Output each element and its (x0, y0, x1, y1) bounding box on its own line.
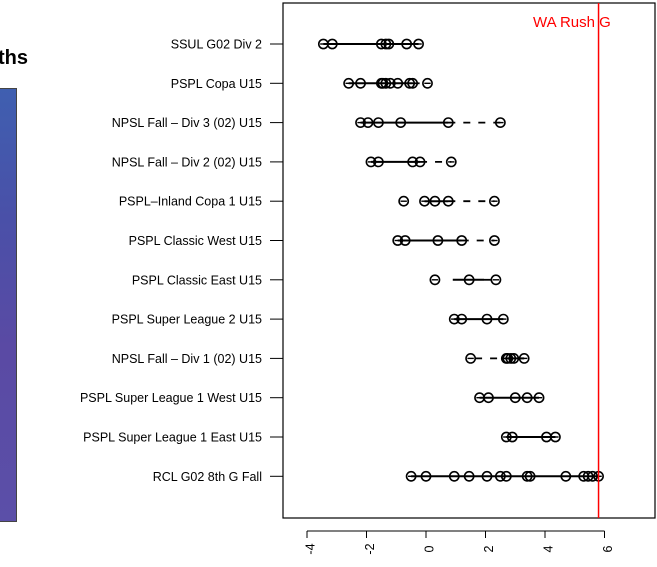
y-tick-label: PSPL Copa U15 (171, 77, 262, 91)
data-point (456, 235, 468, 246)
data-point (445, 156, 457, 168)
y-tick-label: PSPL Classic East U15 (132, 273, 262, 287)
data-point (420, 470, 432, 482)
y-tick-label: PSPL–Inland Copa 1 U15 (119, 195, 262, 209)
data-point (405, 470, 417, 482)
category-row (365, 156, 457, 168)
data-point (326, 38, 338, 50)
plot-frame (282, 2, 656, 519)
y-tick-label: PSPL Super League 1 East U15 (83, 431, 262, 445)
data-point (518, 352, 530, 364)
data-point (372, 117, 384, 128)
data-point (429, 195, 441, 207)
data-point (533, 392, 545, 404)
x-tick-label: 0 (422, 545, 436, 552)
data-point (456, 313, 468, 325)
data-point (497, 313, 509, 325)
category-row (392, 235, 500, 246)
data-point (442, 195, 454, 207)
data-point (550, 431, 561, 443)
data-point (422, 77, 433, 89)
data-point (465, 352, 477, 364)
reference-line-label: WA Rush G (533, 14, 611, 31)
y-tick-label: PSPL Super League 1 West U15 (80, 391, 262, 405)
data-point (398, 195, 410, 207)
data-point (432, 235, 444, 246)
data-point (508, 352, 520, 364)
data-point (392, 77, 404, 89)
data-point (395, 117, 407, 128)
y-tick-label: NPSL Fall – Div 1 (02) U15 (112, 352, 262, 366)
data-point (494, 117, 506, 128)
data-point (383, 38, 395, 50)
category-row (500, 431, 561, 443)
data-point (448, 470, 460, 482)
data-point (524, 470, 536, 482)
data-point (407, 77, 419, 89)
data-point (355, 77, 366, 89)
data-point (463, 470, 475, 482)
category-row (343, 77, 433, 89)
x-tick-label: -4 (303, 543, 317, 554)
data-point (463, 274, 475, 286)
x-tick-label: 6 (601, 545, 615, 552)
y-tick-label: NPSL Fall – Div 2 (02) U15 (112, 155, 262, 169)
data-point (509, 392, 521, 404)
y-axis: SSUL G02 Div 2 PSPL Copa U15 NPSL Fall – D… (80, 38, 283, 484)
category-row (317, 38, 424, 50)
data-point (442, 117, 454, 128)
y-tick-label: PSPL Super League 2 U15 (112, 313, 262, 327)
y-tick-label: PSPL Classic West U15 (129, 234, 262, 248)
data-point (489, 195, 500, 207)
category-row (429, 274, 502, 286)
data-point (343, 77, 355, 89)
y-tick-label: RCL G02 8th G Fall (153, 470, 262, 484)
data-point (419, 195, 430, 207)
data-point (506, 431, 518, 443)
data-point (500, 470, 512, 482)
partial-title-fragment: ths (0, 47, 28, 69)
data-point (429, 274, 441, 286)
data-point (490, 274, 502, 286)
data-point (483, 392, 494, 404)
data-point (372, 156, 384, 168)
x-tick-label: 2 (482, 545, 496, 552)
partial-heatmap-fill (0, 88, 17, 522)
data-point (414, 156, 426, 168)
category-row (448, 313, 509, 325)
category-row (474, 392, 545, 404)
y-tick-label: SSUL G02 Div 2 (171, 38, 262, 52)
category-row (405, 470, 604, 482)
category-row (465, 352, 530, 364)
data-point (481, 470, 493, 482)
data-point (401, 38, 413, 50)
category-row (398, 195, 500, 207)
data-point (560, 470, 572, 482)
data-point (521, 392, 533, 404)
data-point (413, 38, 424, 50)
x-axis: -4 -2 0 2 4 6 (303, 530, 615, 555)
data-point (399, 235, 411, 246)
y-tick-label: NPSL Fall – Div 3 (02) U15 (112, 116, 262, 130)
data-point (362, 117, 374, 128)
data-point (489, 235, 500, 246)
category-rows (317, 38, 604, 482)
data-point (481, 313, 493, 325)
category-row (355, 117, 506, 128)
x-tick-label: -2 (363, 543, 377, 554)
x-tick-label: 4 (541, 545, 555, 552)
